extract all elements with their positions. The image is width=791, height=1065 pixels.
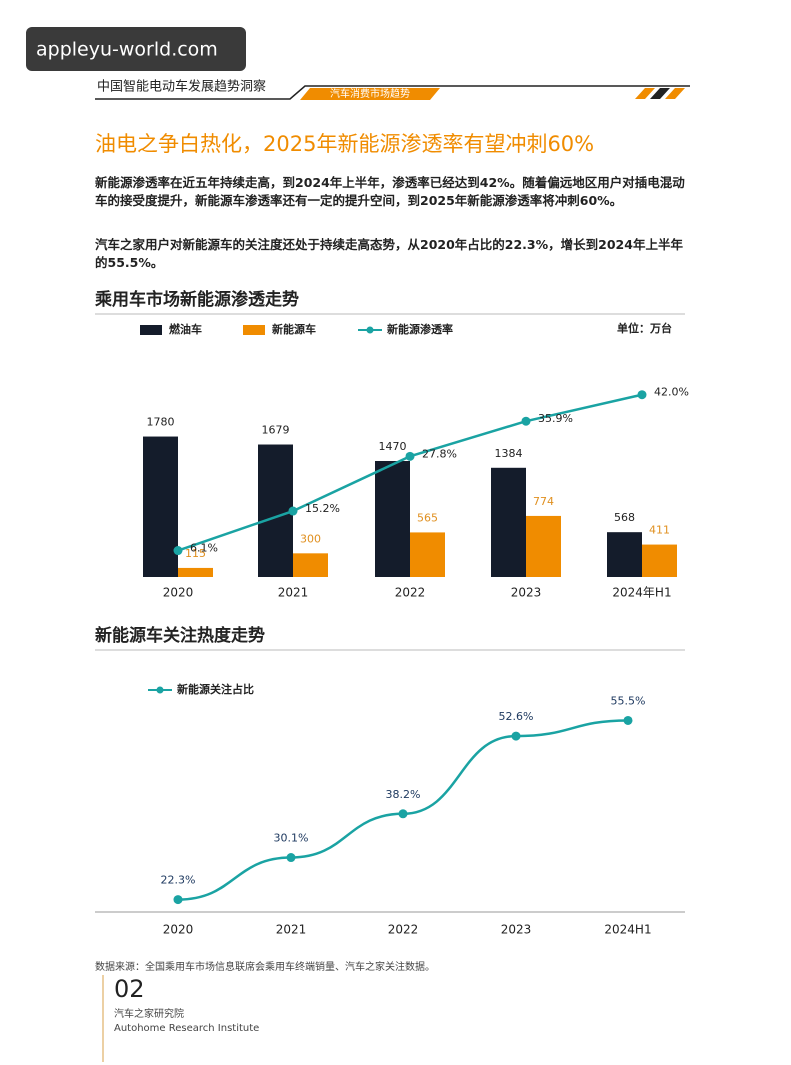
headline: 油电之争白热化，2025年新能源渗透率有望冲刺60% (95, 132, 594, 156)
bar (293, 553, 328, 577)
legend-label: 新能源渗透率 (387, 322, 453, 336)
data-label: 115 (185, 547, 206, 560)
unit: 单位：万台 (617, 321, 672, 335)
x-tick-label: 2024H1 (604, 923, 651, 937)
data-label: 52.6% (499, 710, 534, 723)
watermark-box (26, 27, 246, 71)
x-tick-label: 2020 (163, 923, 194, 937)
paragraph: 汽车之家用户对新能源车的关注度还处于持续走高态势，从2020年占比的22.3%，… (95, 237, 683, 270)
bar (642, 544, 677, 577)
x-tick-label: 2023 (501, 923, 532, 937)
point (398, 809, 408, 819)
legend-swatch (243, 325, 265, 335)
section-title: 新能源车关注热度走势 (95, 625, 265, 646)
x-tick-label: 2023 (511, 586, 542, 600)
watermark: appleyu-world.com (36, 39, 218, 61)
x-tick-label: 2024年H1 (612, 586, 671, 600)
point (623, 715, 633, 725)
data-label: 6.1% (190, 542, 218, 555)
point (288, 506, 298, 516)
section-title: 乘用车市场新能源渗透走势 (94, 289, 299, 310)
data-label: 565 (417, 511, 438, 524)
point (405, 451, 415, 461)
legend-label: 新能源关注占比 (177, 682, 254, 696)
data-label: 1780 (147, 416, 175, 429)
header-tab (300, 88, 440, 100)
data-label: 300 (300, 532, 321, 545)
x-tick-label: 2022 (395, 586, 426, 600)
data-label: 38.2% (386, 788, 421, 801)
data-label: 774 (533, 495, 554, 508)
bar (258, 444, 293, 577)
legend-label: 新能源车 (272, 322, 316, 336)
page-number: 02 (114, 975, 145, 1003)
data-label: 42.0% (654, 386, 689, 399)
bar (526, 515, 561, 577)
header-tab-text: 汽车消费市场趋势 (330, 87, 410, 100)
source: 数据来源：全国乘用车市场信息联席会乘用车终端销量、汽车之家关注数据。 (95, 960, 435, 973)
x-tick-label: 2020 (163, 586, 194, 600)
stripe (665, 88, 685, 99)
point (173, 895, 183, 905)
paragraph: 新能源渗透率在近五年持续走高，到2024年上半年，渗透率已经达到42%。随着偏远… (95, 175, 685, 208)
data-label: 27.8% (422, 447, 457, 460)
data-label: 15.2% (305, 502, 340, 515)
bar (491, 467, 526, 577)
x-tick-label: 2022 (388, 923, 419, 937)
x-tick-label: 2021 (276, 923, 307, 937)
data-label: 568 (614, 511, 635, 524)
bar (143, 436, 178, 577)
data-label: 1384 (495, 447, 523, 460)
point (511, 731, 521, 741)
stripe (650, 88, 670, 99)
header-title: 中国智能电动车发展趋势洞察 (97, 79, 266, 95)
data-label: 411 (649, 524, 670, 537)
bar (375, 461, 410, 577)
data-label: 1679 (262, 424, 290, 437)
data-label: 22.3% (161, 874, 196, 887)
bar (607, 532, 642, 577)
bar (178, 567, 213, 577)
legend-swatch (140, 325, 162, 335)
legend-swatch (366, 326, 374, 334)
legend-swatch (156, 686, 164, 694)
data-label: 55.5% (611, 694, 646, 707)
header-rule (95, 85, 690, 100)
point (173, 546, 183, 556)
data-label: 30.1% (274, 832, 309, 845)
org-en: Autohome Research Institute (114, 1023, 259, 1034)
stripe (635, 88, 655, 99)
point (637, 390, 647, 400)
point (286, 853, 296, 863)
legend-label: 燃油车 (168, 322, 202, 336)
org: 汽车之家研究院 (114, 1007, 184, 1020)
data-label: 1470 (379, 440, 407, 453)
data-label: 35.9% (538, 412, 573, 425)
bar (410, 532, 445, 577)
point (521, 416, 531, 426)
x-tick-label: 2021 (278, 586, 309, 600)
